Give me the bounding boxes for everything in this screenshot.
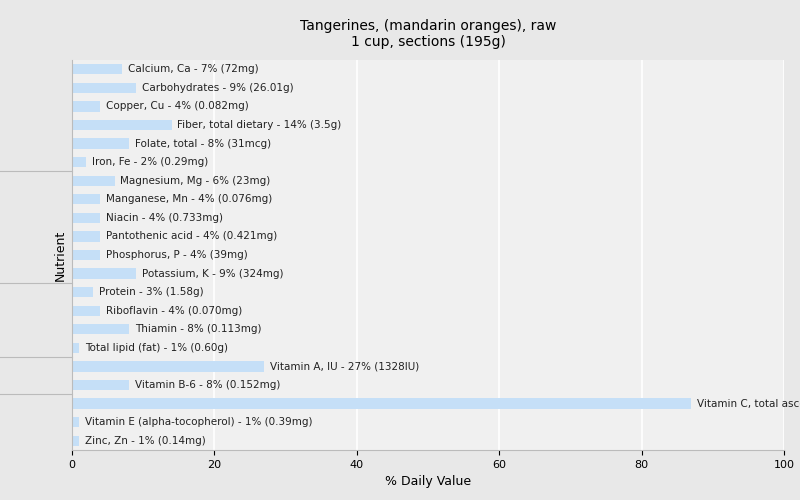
Bar bbox=[72, 194, 101, 204]
Bar bbox=[72, 417, 79, 427]
Text: Manganese, Mn - 4% (0.076mg): Manganese, Mn - 4% (0.076mg) bbox=[106, 194, 273, 204]
Bar bbox=[72, 138, 129, 148]
Title: Tangerines, (mandarin oranges), raw
1 cup, sections (195g): Tangerines, (mandarin oranges), raw 1 cu… bbox=[300, 19, 556, 49]
Text: Folate, total - 8% (31mcg): Folate, total - 8% (31mcg) bbox=[134, 138, 270, 148]
Bar bbox=[72, 64, 122, 74]
Text: Vitamin A, IU - 27% (1328IU): Vitamin A, IU - 27% (1328IU) bbox=[270, 362, 419, 372]
Y-axis label: Nutrient: Nutrient bbox=[54, 230, 66, 280]
Text: Vitamin B-6 - 8% (0.152mg): Vitamin B-6 - 8% (0.152mg) bbox=[134, 380, 280, 390]
Text: Protein - 3% (1.58g): Protein - 3% (1.58g) bbox=[99, 287, 204, 297]
Text: Phosphorus, P - 4% (39mg): Phosphorus, P - 4% (39mg) bbox=[106, 250, 248, 260]
Text: Zinc, Zn - 1% (0.14mg): Zinc, Zn - 1% (0.14mg) bbox=[85, 436, 206, 446]
Bar bbox=[72, 176, 114, 186]
Text: Potassium, K - 9% (324mg): Potassium, K - 9% (324mg) bbox=[142, 268, 283, 278]
Bar bbox=[72, 324, 129, 334]
Text: Pantothenic acid - 4% (0.421mg): Pantothenic acid - 4% (0.421mg) bbox=[106, 232, 278, 241]
Bar bbox=[72, 436, 79, 446]
Text: Carbohydrates - 9% (26.01g): Carbohydrates - 9% (26.01g) bbox=[142, 83, 294, 93]
Bar bbox=[72, 120, 172, 130]
Bar bbox=[72, 343, 79, 353]
Bar bbox=[72, 306, 101, 316]
Bar bbox=[72, 102, 101, 112]
Bar bbox=[72, 213, 101, 223]
Text: Iron, Fe - 2% (0.29mg): Iron, Fe - 2% (0.29mg) bbox=[92, 157, 208, 167]
X-axis label: % Daily Value: % Daily Value bbox=[385, 476, 471, 488]
Text: Vitamin E (alpha-tocopherol) - 1% (0.39mg): Vitamin E (alpha-tocopherol) - 1% (0.39m… bbox=[85, 417, 312, 427]
Text: Calcium, Ca - 7% (72mg): Calcium, Ca - 7% (72mg) bbox=[127, 64, 258, 74]
Text: Niacin - 4% (0.733mg): Niacin - 4% (0.733mg) bbox=[106, 213, 223, 223]
Bar bbox=[72, 232, 101, 241]
Text: Total lipid (fat) - 1% (0.60g): Total lipid (fat) - 1% (0.60g) bbox=[85, 343, 228, 353]
Bar bbox=[72, 82, 136, 93]
Text: Vitamin C, total ascorbic acid - 87% (52.1mg): Vitamin C, total ascorbic acid - 87% (52… bbox=[697, 398, 800, 408]
Text: Magnesium, Mg - 6% (23mg): Magnesium, Mg - 6% (23mg) bbox=[121, 176, 270, 186]
Bar bbox=[72, 157, 86, 168]
Text: Fiber, total dietary - 14% (3.5g): Fiber, total dietary - 14% (3.5g) bbox=[178, 120, 342, 130]
Text: Copper, Cu - 4% (0.082mg): Copper, Cu - 4% (0.082mg) bbox=[106, 102, 249, 112]
Text: Thiamin - 8% (0.113mg): Thiamin - 8% (0.113mg) bbox=[134, 324, 261, 334]
Bar bbox=[72, 380, 129, 390]
Text: Riboflavin - 4% (0.070mg): Riboflavin - 4% (0.070mg) bbox=[106, 306, 242, 316]
Bar bbox=[72, 268, 136, 278]
Bar bbox=[72, 250, 101, 260]
Bar bbox=[72, 362, 264, 372]
Bar bbox=[72, 287, 94, 297]
Bar bbox=[72, 398, 691, 408]
